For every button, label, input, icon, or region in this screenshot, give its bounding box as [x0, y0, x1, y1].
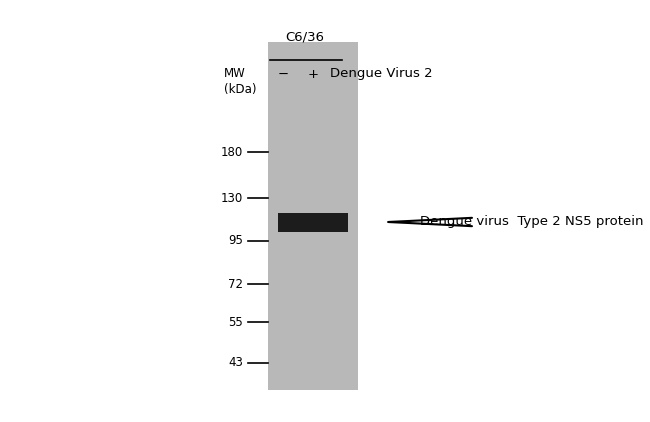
- Bar: [268, 42, 358, 390]
- Text: +: +: [307, 68, 318, 81]
- Text: C6/36: C6/36: [285, 31, 324, 44]
- Text: MW
(kDa): MW (kDa): [224, 67, 257, 96]
- Text: −: −: [278, 68, 289, 81]
- Text: 55: 55: [228, 316, 243, 328]
- Text: 95: 95: [228, 235, 243, 247]
- Text: 72: 72: [228, 278, 243, 290]
- Text: Dengue virus  Type 2 NS5 protein: Dengue virus Type 2 NS5 protein: [420, 216, 644, 228]
- Text: Dengue Virus 2: Dengue Virus 2: [330, 68, 433, 81]
- Text: 43: 43: [228, 357, 243, 370]
- Bar: [278, 213, 348, 232]
- Text: 130: 130: [221, 192, 243, 205]
- Text: 180: 180: [221, 146, 243, 159]
